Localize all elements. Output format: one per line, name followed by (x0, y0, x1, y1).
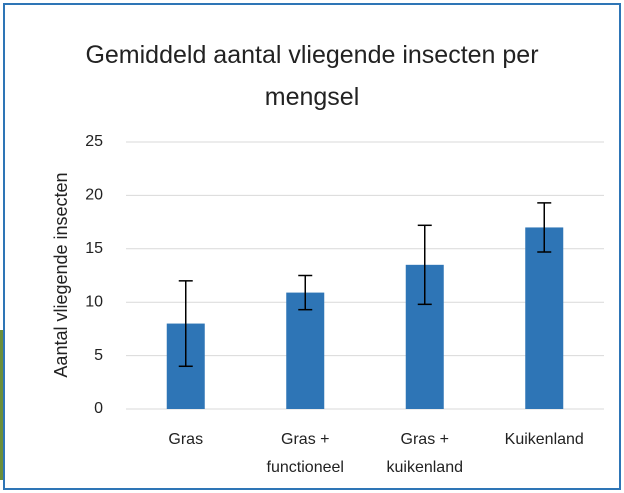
chart-title: Gemiddeld aantal vliegende insecten per … (62, 34, 562, 118)
chart: Aantal vliegende insecten 0 5 10 15 20 25 Gem… (0, 0, 624, 493)
y-tick-label: 25 (85, 133, 103, 150)
y-tick-label: 10 (85, 293, 103, 310)
y-axis-label: Aantal vliegende insecten (51, 172, 71, 377)
x-tick-label: Kuikenland (488, 426, 600, 454)
bar (525, 227, 563, 409)
y-tick-label: 15 (85, 240, 103, 257)
y-tick-label: 5 (94, 347, 103, 364)
x-tick-label: Gras + functioneel (249, 426, 361, 482)
y-tick-label: 0 (94, 400, 103, 417)
y-tick-label: 20 (85, 187, 103, 204)
x-tick-label: Gras (130, 426, 242, 454)
x-tick-label: Gras + kuikenland (369, 426, 481, 482)
